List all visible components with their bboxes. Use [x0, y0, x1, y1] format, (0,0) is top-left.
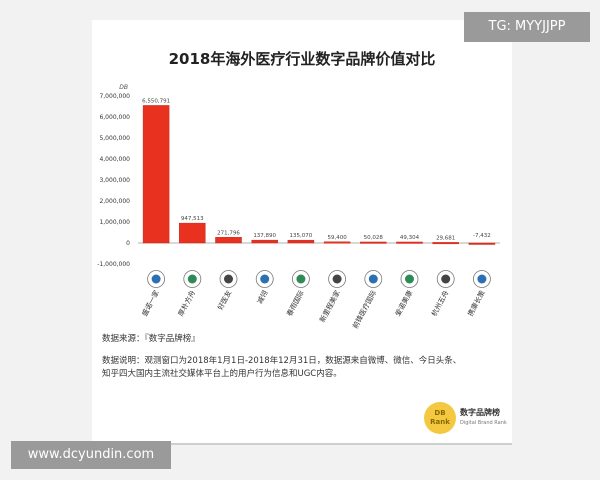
bar [215, 237, 242, 244]
bar [251, 239, 278, 244]
data-label: 59,400 [327, 235, 347, 241]
data-description-line-2: 知乎四大国内主流社交媒体平台上的用户行为信息和UGC内容。 [102, 369, 342, 379]
card-divider [92, 443, 512, 445]
x-category-label: 好医友 [215, 289, 233, 312]
brand-subtitle: Digital Brand Rank [460, 420, 507, 426]
data-label: 271,796 [217, 230, 240, 236]
y-tick-label: -1,000,000 [97, 261, 130, 268]
x-category-label: 盛诺一家 [140, 289, 161, 318]
data-label: -7,432 [473, 233, 491, 239]
x-category-label: 春雨国际 [285, 289, 306, 318]
sphere-logo-icon-mark [405, 274, 414, 284]
y-tick-label: 5,000,000 [99, 135, 130, 142]
bar [287, 239, 315, 244]
y-tick-label: 3,000,000 [99, 177, 130, 184]
data-label: 49,304 [400, 235, 420, 241]
y-tick-label: 4,000,000 [99, 156, 130, 163]
y-tick-label: 1,000,000 [99, 219, 130, 226]
y-tick-label: 7,000,000 [99, 93, 130, 100]
bar [179, 222, 206, 244]
x-category-label: 携康长策 [466, 289, 487, 318]
data-description-line-1: 数据说明：观测窗口为2018年1月1日-2018年12月31日，数据源来自微博、… [102, 356, 462, 366]
data-label: 6,550,791 [142, 98, 170, 104]
fangzhou-logo-icon-mark [187, 274, 197, 284]
data-label: 29,681 [436, 235, 455, 241]
bar [396, 241, 423, 244]
y-tick-label: 6,000,000 [99, 114, 130, 121]
bar [142, 105, 170, 244]
x-category-label: 前锋医疗国际 [350, 289, 378, 330]
watermark-bottom: www.dcyundin.com [11, 441, 171, 469]
data-label: 50,028 [364, 235, 384, 241]
bar [468, 242, 496, 245]
y-tick-label: 2,000,000 [99, 198, 130, 205]
data-label: 947,513 [181, 216, 204, 222]
x-category-label: 新里程美家 [317, 289, 341, 324]
chart-card: 2018年海外医疗行业数字品牌价值对比 DB 7,000,000 6,000,000… [92, 20, 512, 445]
data-label: 137,890 [253, 233, 276, 239]
chart-title: 2018年海外医疗行业数字品牌价值对比 [168, 50, 436, 68]
x-category-label: 爱诺美康 [393, 289, 414, 318]
bar [360, 241, 387, 244]
xinlicheng-logo-icon-mark [332, 274, 342, 284]
data-source: 数据来源：『数字品牌榜』 [102, 334, 200, 344]
xkmed-logo-icon-mark [477, 274, 487, 284]
y-tick-label: 0 [126, 240, 130, 247]
bar-chart: DB 7,000,000 6,000,000 5,000,000 4,000,000 3,… [97, 84, 500, 330]
x-category-label: 杭州五舟 [429, 289, 450, 318]
brand-name: 数字品牌榜 [460, 408, 500, 417]
watermark-top: TG: MYYJJPP [464, 12, 590, 42]
globe-logo-icon-mark [224, 274, 233, 284]
db-rank-logo: DB Rank [424, 402, 456, 434]
car-logo-icon-mark [260, 274, 270, 284]
shield-logo-icon-mark [151, 274, 161, 284]
chunyu-logo-icon-mark [296, 274, 306, 284]
x-category-label: 厚朴方舟 [176, 289, 197, 318]
data-label: 135,070 [290, 233, 313, 239]
db-rank-logo-text: DB Rank [430, 409, 450, 426]
bar [432, 242, 459, 245]
cross-logo-icon-mark [368, 274, 378, 284]
y-unit-label: DB [119, 84, 128, 91]
bar [323, 241, 351, 244]
x-category-label: 减翎 [255, 289, 270, 306]
house-logo-icon-mark [441, 274, 451, 284]
